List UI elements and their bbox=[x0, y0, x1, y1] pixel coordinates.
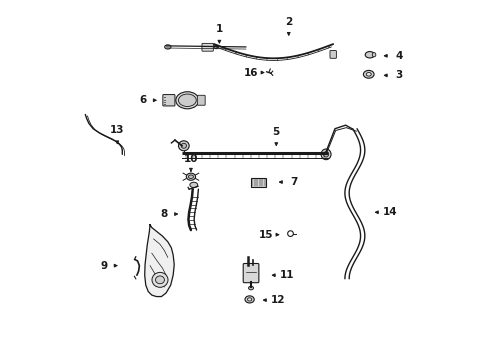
Text: 5: 5 bbox=[272, 127, 279, 137]
Text: 10: 10 bbox=[183, 154, 198, 164]
Ellipse shape bbox=[323, 152, 328, 157]
Text: 2: 2 bbox=[285, 17, 292, 27]
Text: 12: 12 bbox=[270, 295, 285, 305]
Text: 13: 13 bbox=[110, 126, 124, 136]
Text: 6: 6 bbox=[139, 95, 146, 105]
Ellipse shape bbox=[181, 143, 186, 148]
Ellipse shape bbox=[186, 173, 195, 180]
FancyBboxPatch shape bbox=[329, 50, 336, 58]
Text: 1: 1 bbox=[215, 24, 223, 34]
Text: 4: 4 bbox=[394, 51, 402, 61]
Ellipse shape bbox=[364, 51, 374, 58]
Text: 3: 3 bbox=[394, 70, 402, 80]
FancyBboxPatch shape bbox=[197, 95, 205, 105]
FancyBboxPatch shape bbox=[251, 178, 265, 187]
Ellipse shape bbox=[164, 45, 171, 49]
Ellipse shape bbox=[365, 72, 370, 76]
Ellipse shape bbox=[320, 149, 331, 160]
Text: 8: 8 bbox=[160, 209, 167, 219]
Ellipse shape bbox=[178, 141, 189, 151]
Ellipse shape bbox=[248, 286, 253, 290]
Text: 11: 11 bbox=[279, 270, 294, 280]
Text: 7: 7 bbox=[290, 177, 297, 187]
Text: 9: 9 bbox=[100, 261, 107, 271]
Ellipse shape bbox=[363, 70, 373, 78]
FancyBboxPatch shape bbox=[201, 43, 213, 51]
Text: 16: 16 bbox=[243, 67, 257, 77]
Ellipse shape bbox=[151, 272, 167, 287]
Ellipse shape bbox=[189, 182, 197, 187]
FancyBboxPatch shape bbox=[242, 263, 258, 283]
Ellipse shape bbox=[178, 94, 196, 106]
Ellipse shape bbox=[155, 276, 164, 284]
Polygon shape bbox=[144, 225, 174, 297]
Ellipse shape bbox=[213, 45, 218, 49]
Ellipse shape bbox=[176, 92, 198, 109]
Ellipse shape bbox=[244, 296, 254, 303]
Ellipse shape bbox=[188, 175, 193, 178]
Text: 15: 15 bbox=[258, 230, 272, 240]
Ellipse shape bbox=[247, 298, 251, 301]
Ellipse shape bbox=[372, 52, 375, 57]
Text: 14: 14 bbox=[382, 207, 396, 217]
FancyBboxPatch shape bbox=[163, 95, 175, 106]
